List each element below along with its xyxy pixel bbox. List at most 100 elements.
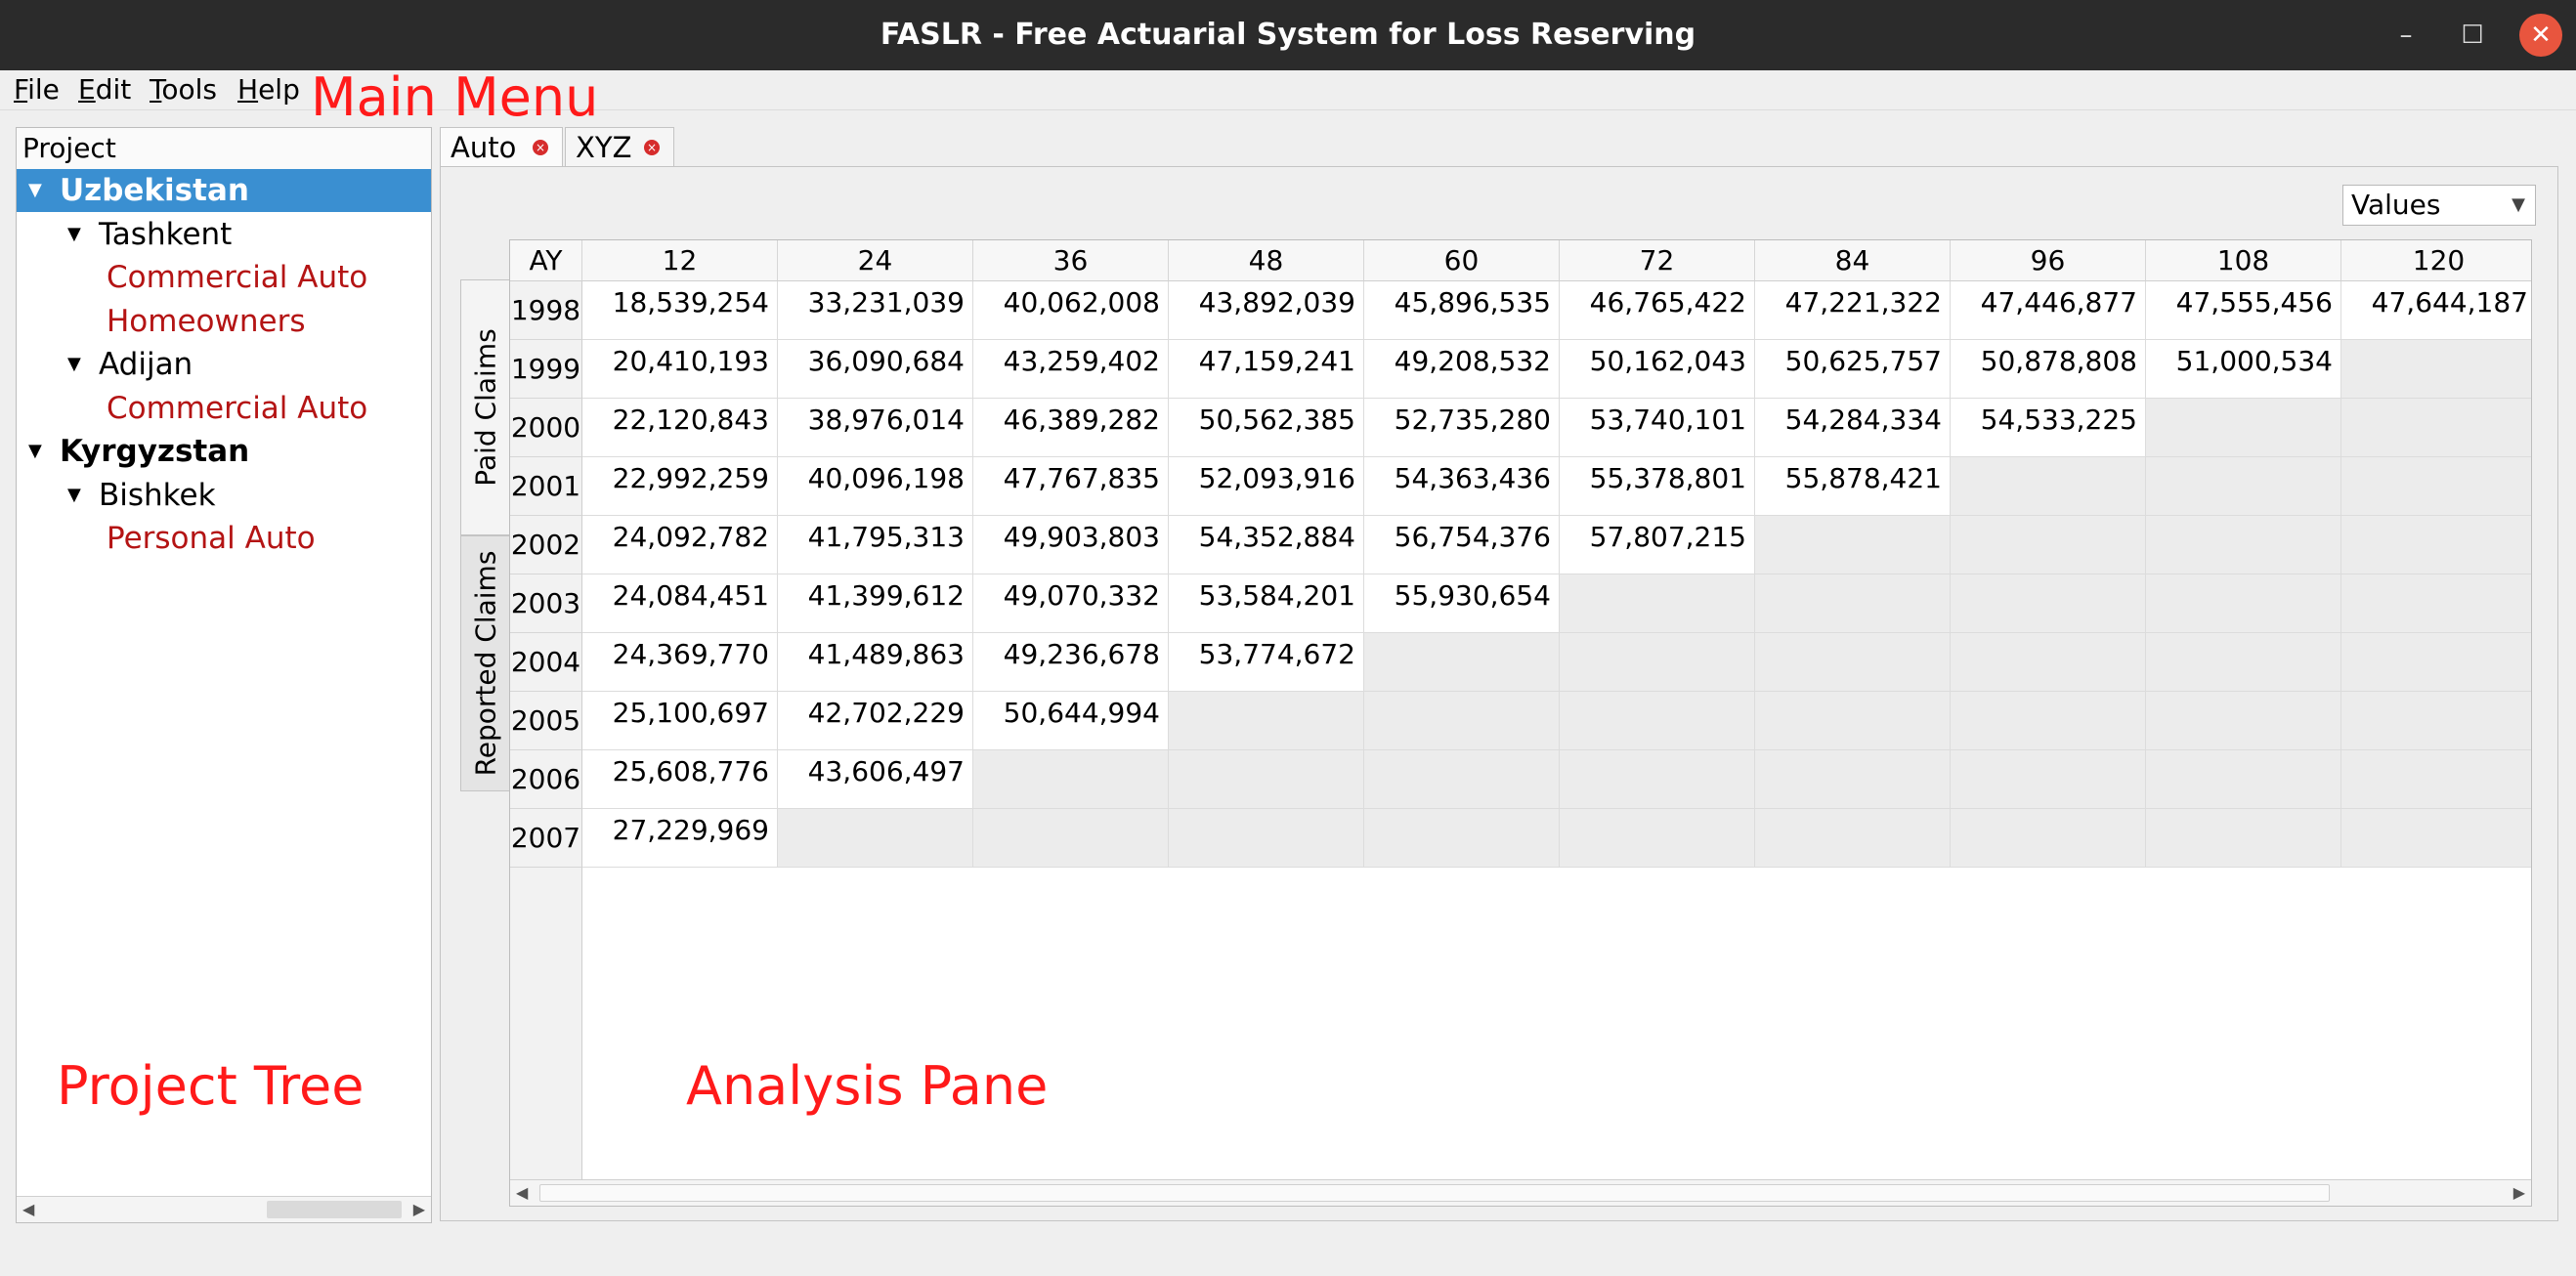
triangle-cell[interactable]: 47,446,877 xyxy=(1951,281,2146,340)
triangle-cell[interactable]: 18,539,254 xyxy=(582,281,778,340)
triangle-cell-empty[interactable] xyxy=(1364,809,1560,868)
scrollbar-thumb[interactable] xyxy=(267,1201,402,1218)
triangle-cell-empty[interactable] xyxy=(973,750,1169,809)
triangle-cell[interactable]: 43,892,039 xyxy=(1169,281,1364,340)
triangle-cell[interactable]: 43,606,497 xyxy=(778,750,973,809)
triangle-cell[interactable]: 54,284,334 xyxy=(1755,399,1951,457)
triangle-cell[interactable]: 46,765,422 xyxy=(1560,281,1755,340)
scrollbar-thumb[interactable] xyxy=(539,1184,2330,1202)
triangle-cell[interactable]: 42,702,229 xyxy=(778,692,973,750)
tab-xyz[interactable]: XYZ × xyxy=(565,127,674,166)
row-header-ay[interactable]: 2004 xyxy=(510,633,582,692)
triangle-cell[interactable]: 33,231,039 xyxy=(778,281,973,340)
triangle-cell[interactable]: 50,562,385 xyxy=(1169,399,1364,457)
triangle-cell-empty[interactable] xyxy=(2341,516,2531,574)
triangle-cell-empty[interactable] xyxy=(1560,574,1755,633)
triangle-cell-empty[interactable] xyxy=(1951,750,2146,809)
tree-item-node[interactable]: ▼ Uzbekistan xyxy=(17,169,431,212)
close-icon[interactable]: ✕ xyxy=(2519,14,2562,57)
triangle-cell-empty[interactable] xyxy=(1755,633,1951,692)
triangle-cell-empty[interactable] xyxy=(2146,516,2341,574)
triangle-cell-empty[interactable] xyxy=(1560,750,1755,809)
menu-file[interactable]: File xyxy=(14,70,60,109)
tree-expand-arrow-icon[interactable]: ▼ xyxy=(67,484,81,505)
triangle-cell-empty[interactable] xyxy=(1169,692,1364,750)
triangle-cell-empty[interactable] xyxy=(1951,633,2146,692)
triangle-cell[interactable]: 47,767,835 xyxy=(973,457,1169,516)
row-header-ay[interactable]: 2007 xyxy=(510,809,582,868)
triangle-cell-empty[interactable] xyxy=(1755,750,1951,809)
triangle-cell-empty[interactable] xyxy=(1169,809,1364,868)
column-header[interactable]: 108 xyxy=(2146,240,2341,281)
triangle-cell[interactable]: 50,625,757 xyxy=(1755,340,1951,399)
triangle-cell-empty[interactable] xyxy=(2146,457,2341,516)
triangle-cell[interactable]: 46,389,282 xyxy=(973,399,1169,457)
triangle-cell[interactable]: 53,774,672 xyxy=(1169,633,1364,692)
triangle-cell[interactable]: 54,352,884 xyxy=(1169,516,1364,574)
row-header-ay[interactable]: 2002 xyxy=(510,516,582,574)
scroll-left-icon[interactable]: ◀ xyxy=(516,1183,529,1202)
triangle-cell[interactable]: 20,410,193 xyxy=(582,340,778,399)
triangle-cell[interactable]: 43,259,402 xyxy=(973,340,1169,399)
tree-item-leaf[interactable]: Personal Auto xyxy=(17,517,431,560)
triangle-cell-empty[interactable] xyxy=(2341,809,2531,868)
menu-help[interactable]: Help xyxy=(237,70,300,109)
tree-expand-arrow-icon[interactable]: ▼ xyxy=(28,180,42,200)
triangle-cell-empty[interactable] xyxy=(1951,516,2146,574)
tree-item-leaf[interactable]: Commercial Auto xyxy=(17,256,431,299)
triangle-cell-empty[interactable] xyxy=(2341,457,2531,516)
scroll-left-icon[interactable]: ◀ xyxy=(22,1200,35,1218)
triangle-cell-empty[interactable] xyxy=(1951,809,2146,868)
tree-item-node[interactable]: ▼ Adijan xyxy=(17,343,431,386)
triangle-cell[interactable]: 54,533,225 xyxy=(1951,399,2146,457)
triangle-cell-empty[interactable] xyxy=(973,809,1169,868)
triangle-cell-empty[interactable] xyxy=(1364,633,1560,692)
triangle-cell[interactable]: 49,208,532 xyxy=(1364,340,1560,399)
menu-edit[interactable]: Edit xyxy=(78,70,131,109)
column-header[interactable]: 120 xyxy=(2341,240,2531,281)
triangle-cell-empty[interactable] xyxy=(1364,692,1560,750)
triangle-cell-empty[interactable] xyxy=(1364,750,1560,809)
row-header-ay[interactable]: 2006 xyxy=(510,750,582,809)
minimize-icon[interactable]: – xyxy=(2399,21,2413,50)
row-header-ay[interactable]: 2000 xyxy=(510,399,582,457)
tree-header[interactable]: Project xyxy=(17,128,431,170)
scroll-right-icon[interactable]: ▶ xyxy=(2512,1183,2525,1202)
column-header[interactable]: 12 xyxy=(582,240,778,281)
triangle-cell[interactable]: 47,159,241 xyxy=(1169,340,1364,399)
column-header[interactable]: 24 xyxy=(778,240,973,281)
triangle-cell-empty[interactable] xyxy=(2146,399,2341,457)
values-dropdown[interactable]: Values ▼ xyxy=(2342,185,2536,226)
triangle-cell-empty[interactable] xyxy=(1560,633,1755,692)
tab-auto[interactable]: Auto × xyxy=(440,127,563,166)
column-header[interactable]: 48 xyxy=(1169,240,1364,281)
tree-expand-arrow-icon[interactable]: ▼ xyxy=(67,223,81,244)
triangle-cell[interactable]: 24,092,782 xyxy=(582,516,778,574)
triangle-cell[interactable]: 50,644,994 xyxy=(973,692,1169,750)
triangle-cell[interactable]: 41,399,612 xyxy=(778,574,973,633)
triangle-cell[interactable]: 49,903,803 xyxy=(973,516,1169,574)
triangle-cell[interactable]: 38,976,014 xyxy=(778,399,973,457)
table-horizontal-scrollbar[interactable]: ◀ ▶ xyxy=(510,1179,2531,1206)
tree-item-node[interactable]: ▼ Bishkek xyxy=(17,474,431,517)
triangle-cell-empty[interactable] xyxy=(778,809,973,868)
scroll-right-icon[interactable]: ▶ xyxy=(412,1200,425,1218)
triangle-cell[interactable]: 40,062,008 xyxy=(973,281,1169,340)
triangle-cell[interactable]: 24,084,451 xyxy=(582,574,778,633)
triangle-cell-empty[interactable] xyxy=(1951,692,2146,750)
triangle-cell-empty[interactable] xyxy=(1951,457,2146,516)
row-header-ay[interactable]: 2003 xyxy=(510,574,582,633)
column-header[interactable]: 96 xyxy=(1951,240,2146,281)
triangle-cell[interactable]: 47,555,456 xyxy=(2146,281,2341,340)
triangle-cell-empty[interactable] xyxy=(2146,574,2341,633)
triangle-cell-empty[interactable] xyxy=(2146,692,2341,750)
triangle-cell[interactable]: 41,489,863 xyxy=(778,633,973,692)
triangle-cell[interactable]: 50,878,808 xyxy=(1951,340,2146,399)
side-tab-reported-claims[interactable]: Reported Claims xyxy=(460,535,511,791)
triangle-cell-empty[interactable] xyxy=(2146,809,2341,868)
column-header[interactable]: 72 xyxy=(1560,240,1755,281)
triangle-cell[interactable]: 27,229,969 xyxy=(582,809,778,868)
tree-item-leaf[interactable]: Commercial Auto xyxy=(17,387,431,430)
triangle-cell-empty[interactable] xyxy=(2341,340,2531,399)
row-header-ay[interactable]: 2005 xyxy=(510,692,582,750)
